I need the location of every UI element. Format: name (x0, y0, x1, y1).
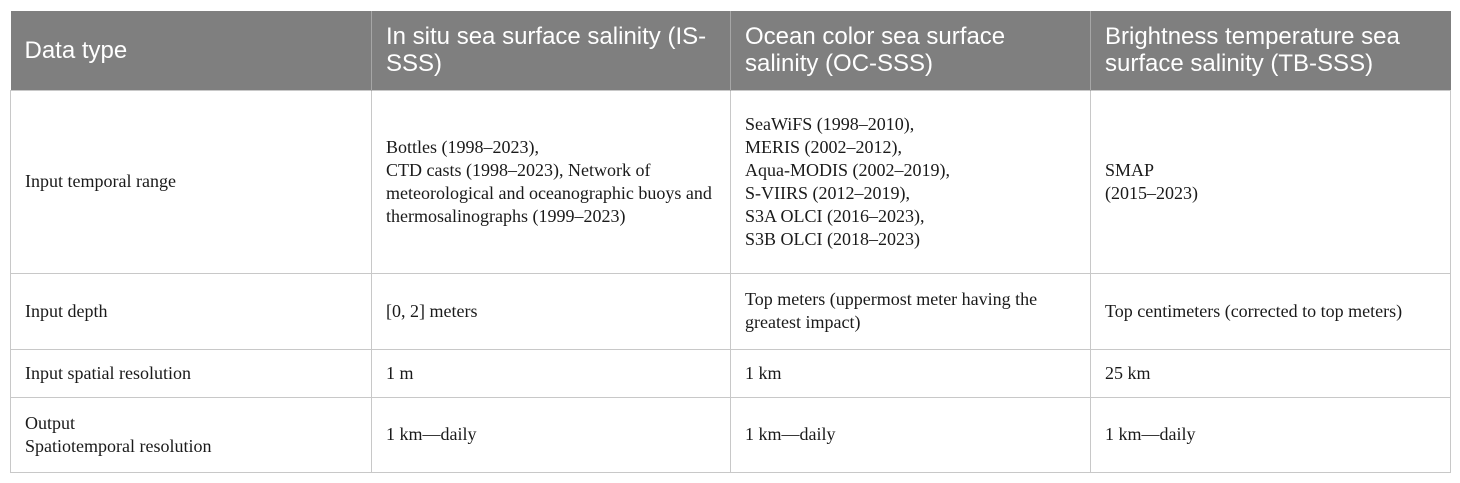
cell-line: MERIS (2002–2012), (745, 136, 902, 157)
cell-line: SMAP (1105, 159, 1155, 180)
table-row: Output Spatiotemporal resolution 1 km—da… (10, 396, 1451, 473)
row-label-input-temporal-range: Input temporal range (10, 89, 372, 274)
row-label-input-depth: Input depth (10, 272, 372, 350)
row-label-input-spatial-resolution: Input spatial resolution (10, 348, 372, 398)
cell-oc-sss-spatial-resolution: 1 km (730, 348, 1091, 398)
cell-oc-sss-output-resolution: 1 km—daily (730, 396, 1091, 473)
cell-tb-sss-depth: Top centimeters (corrected to top meters… (1090, 272, 1451, 350)
row-label-output-resolution: Output Spatiotemporal resolution (10, 396, 372, 473)
cell-line: S3A OLCI (2016–2023), (745, 205, 925, 226)
cell-line: (2015–2023) (1105, 182, 1198, 203)
header-tb-sss: Brightness temperature sea surface salin… (1090, 11, 1451, 90)
cell-line: CTD casts (1998–2023), Network of meteor… (386, 159, 712, 226)
cell-line: Bottles (1998–2023), (386, 136, 539, 157)
cell-is-sss-temporal-range: Bottles (1998–2023), CTD casts (1998–202… (371, 89, 731, 274)
table-body: Input temporal range Bottles (1998–2023)… (10, 89, 1451, 473)
cell-line: Output (25, 412, 76, 433)
sss-data-comparison-table: Data type In situ sea surface salinity (… (10, 11, 1451, 473)
header-data-type: Data type (10, 11, 372, 90)
table-row: Input depth [0, 2] meters Top meters (up… (10, 272, 1451, 350)
table-header: Data type In situ sea surface salinity (… (10, 11, 1451, 90)
cell-is-sss-spatial-resolution: 1 m (371, 348, 731, 398)
header-row: Data type In situ sea surface salinity (… (10, 11, 1451, 90)
cell-line: S-VIIRS (2012–2019), (745, 182, 910, 203)
table-row: Input spatial resolution 1 m 1 km 25 km (10, 348, 1451, 398)
cell-line: Spatiotemporal resolution (25, 435, 212, 456)
cell-line: S3B OLCI (2018–2023) (745, 228, 920, 249)
cell-tb-sss-spatial-resolution: 25 km (1090, 348, 1451, 398)
cell-line: Aqua-MODIS (2002–2019), (745, 159, 950, 180)
cell-is-sss-output-resolution: 1 km—daily (371, 396, 731, 473)
header-oc-sss: Ocean color sea surface salinity (OC-SSS… (730, 11, 1091, 90)
cell-tb-sss-output-resolution: 1 km—daily (1090, 396, 1451, 473)
cell-line: SeaWiFS (1998–2010), (745, 113, 915, 134)
cell-oc-sss-temporal-range: SeaWiFS (1998–2010), MERIS (2002–2012), … (730, 89, 1091, 274)
cell-oc-sss-depth: Top meters (uppermost meter having the g… (730, 272, 1091, 350)
cell-tb-sss-temporal-range: SMAP (2015–2023) (1090, 89, 1451, 274)
header-is-sss: In situ sea surface salinity (IS-SSS) (371, 11, 731, 90)
comparison-table-container: Data type In situ sea surface salinity (… (10, 11, 1451, 473)
table-row: Input temporal range Bottles (1998–2023)… (10, 89, 1451, 274)
cell-is-sss-depth: [0, 2] meters (371, 272, 731, 350)
